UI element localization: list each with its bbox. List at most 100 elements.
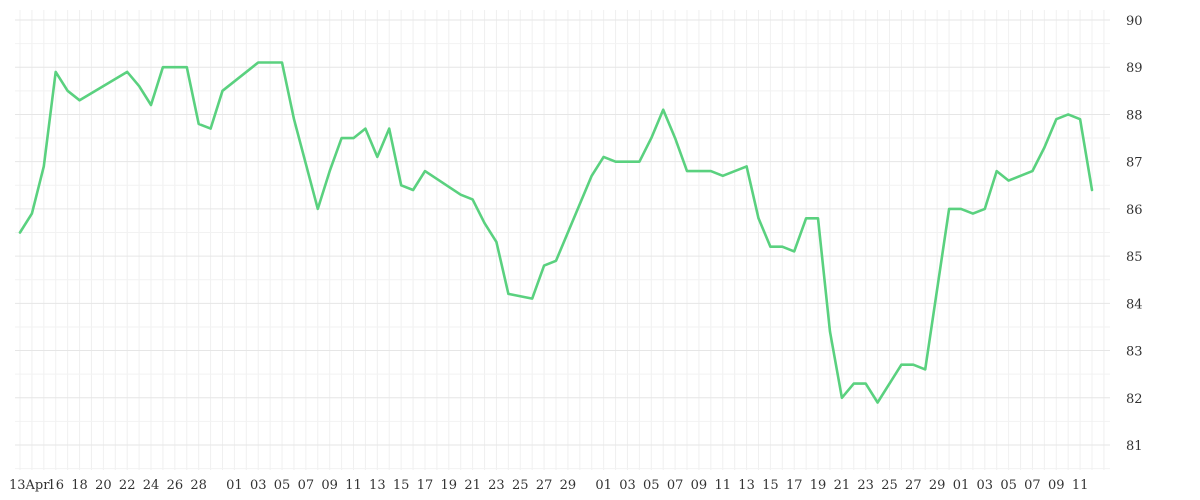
x-tick-label: 19 [810, 478, 827, 493]
x-tick-label: 17 [786, 478, 803, 493]
data-point [877, 402, 879, 404]
data-point [31, 213, 33, 215]
data-point [769, 246, 771, 248]
data-point [198, 123, 200, 125]
x-tick-label: 11 [1072, 478, 1089, 493]
y-tick-label: 86 [1126, 203, 1143, 218]
x-tick-label: 17 [417, 478, 434, 493]
x-tick-label: 11 [714, 478, 731, 493]
data-point [615, 161, 617, 163]
data-point [412, 189, 414, 191]
data-point [841, 397, 843, 399]
data-point [1079, 118, 1081, 120]
data-point [674, 137, 676, 139]
data-point [865, 383, 867, 385]
x-tick-label: 03 [250, 478, 267, 493]
data-point [67, 90, 69, 92]
data-point [817, 217, 819, 219]
data-point [1067, 113, 1069, 115]
data-point [126, 71, 128, 73]
data-point [722, 175, 724, 177]
data-point [484, 222, 486, 224]
y-axis: 81 82 83 84 85 86 87 88 89 90 [1126, 14, 1143, 454]
x-tick-label: 09 [321, 478, 338, 493]
x-tick-label: 13Apr [9, 478, 50, 493]
x-tick-label: 01 [953, 478, 970, 493]
data-point [257, 62, 259, 64]
data-point [507, 293, 509, 295]
data-point [79, 99, 81, 101]
x-tick-label: 19 [441, 478, 458, 493]
x-tick-label: 01 [226, 478, 243, 493]
data-point [293, 118, 295, 120]
data-point [531, 298, 533, 300]
data-point [900, 364, 902, 366]
x-tick-label: 13 [369, 478, 386, 493]
data-point [174, 66, 176, 68]
data-point [329, 170, 331, 172]
data-point [388, 128, 390, 130]
data-point [805, 217, 807, 219]
data-point [222, 90, 224, 92]
x-tick-label: 25 [512, 478, 529, 493]
data-point [472, 198, 474, 200]
data-point [19, 232, 21, 234]
x-tick-label: 18 [71, 478, 88, 493]
data-point [710, 170, 712, 172]
x-tick-label: 26 [167, 478, 184, 493]
data-point [543, 265, 545, 267]
y-tick-label: 89 [1126, 61, 1143, 76]
x-tick-label: 15 [762, 478, 779, 493]
x-tick-label: 23 [488, 478, 505, 493]
series-layer [18, 61, 1094, 404]
data-point [341, 137, 343, 139]
data-point [650, 137, 652, 139]
x-tick-label: 20 [95, 478, 112, 493]
data-point [186, 66, 188, 68]
x-tick-label: 27 [905, 478, 922, 493]
data-point [591, 175, 593, 177]
x-tick-label: 07 [667, 478, 684, 493]
data-point [460, 194, 462, 196]
x-tick-label: 22 [119, 478, 136, 493]
x-tick-label: 05 [643, 478, 660, 493]
x-tick-label: 23 [857, 478, 874, 493]
x-tick-label: 25 [881, 478, 898, 493]
data-point [758, 217, 760, 219]
x-tick-label: 09 [1048, 478, 1065, 493]
x-tick-label: 28 [190, 478, 207, 493]
y-tick-label: 87 [1126, 156, 1143, 171]
data-point [210, 128, 212, 130]
data-point [793, 250, 795, 252]
y-tick-label: 81 [1126, 439, 1143, 454]
data-point [1008, 180, 1010, 182]
x-tick-label: 21 [834, 478, 851, 493]
x-tick-label: 16 [47, 478, 64, 493]
data-point [960, 208, 962, 210]
data-point [281, 62, 283, 64]
data-point [984, 208, 986, 210]
x-tick-label: 27 [536, 478, 553, 493]
data-point [781, 246, 783, 248]
data-point [162, 66, 164, 68]
data-point [1055, 118, 1057, 120]
data-point [948, 208, 950, 210]
x-tick-label: 07 [1024, 478, 1041, 493]
x-tick-label: 05 [1000, 478, 1017, 493]
data-point [317, 208, 319, 210]
y-tick-label: 85 [1126, 250, 1143, 265]
x-tick-label: 01 [595, 478, 612, 493]
y-tick-label: 83 [1126, 345, 1143, 360]
data-point [424, 170, 426, 172]
x-tick-label: 07 [298, 478, 315, 493]
x-tick-label: 11 [345, 478, 362, 493]
data-point [364, 128, 366, 130]
data-point [853, 383, 855, 385]
x-tick-label: 29 [560, 478, 577, 493]
y-tick-label: 88 [1126, 108, 1143, 123]
data-point [912, 364, 914, 366]
x-tick-label: 09 [691, 478, 708, 493]
x-tick-label: 05 [274, 478, 291, 493]
x-tick-label: 15 [393, 478, 410, 493]
